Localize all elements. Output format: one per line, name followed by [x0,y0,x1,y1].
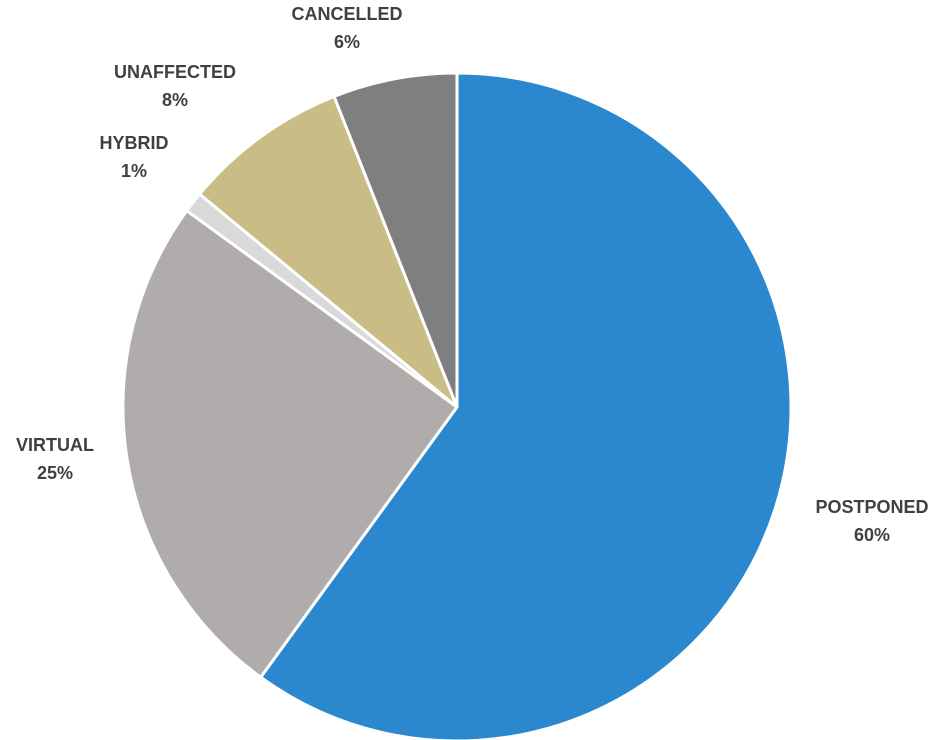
slice-value-unaffected: 8% [162,90,188,110]
slices-layer [121,71,793,740]
pie-slice-virtual [121,209,459,679]
slice-label-cancelled: CANCELLED [292,4,403,24]
pie-slice-unaffected [198,94,459,409]
slice-value-postponed: 60% [854,525,890,545]
slice-label-unaffected: UNAFFECTED [114,62,236,82]
slice-value-hybrid: 1% [121,161,147,181]
pie-slice-cancelled [332,71,459,409]
slice-label-postponed: POSTPONED [815,497,928,517]
labels-layer: POSTPONED 60% VIRTUAL 25% HYBRID 1% UNAFFECTED… [16,4,929,545]
slice-value-virtual: 25% [37,463,73,483]
slice-label-virtual: VIRTUAL [16,435,94,455]
slice-label-hybrid: HYBRID [99,133,168,153]
pie-slice-postponed [259,71,793,740]
slice-value-cancelled: 6% [334,32,360,52]
